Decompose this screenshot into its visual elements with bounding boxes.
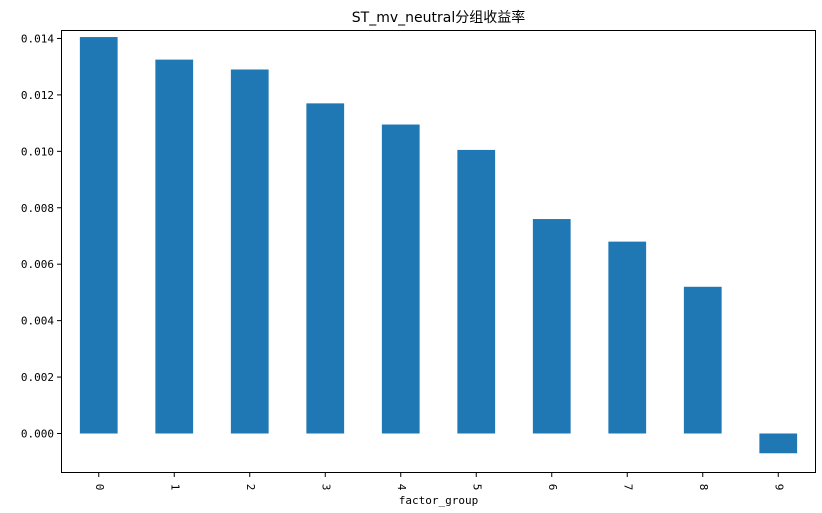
y-tick-label: 0.006 [21, 258, 54, 271]
bars-group [79, 37, 798, 454]
y-tick-label: 0.002 [21, 371, 54, 384]
y-tick-label: 0.014 [21, 32, 54, 45]
x-tick-label: 4 [395, 484, 408, 491]
bar-9 [759, 433, 798, 454]
bar-4 [381, 124, 420, 434]
x-axis-label: factor_group [399, 494, 478, 507]
bar-0 [79, 37, 118, 434]
x-tick-label: 7 [621, 484, 634, 491]
chart-title: ST_mv_neutral分组收益率 [352, 9, 525, 26]
x-tick-label: 3 [319, 484, 332, 491]
y-tick-label: 0.000 [21, 427, 54, 440]
x-tick-label: 6 [546, 484, 559, 491]
bar-1 [155, 59, 194, 434]
x-tick-label: 2 [244, 484, 257, 491]
x-tick-label: 5 [470, 484, 483, 491]
bar-7 [608, 241, 647, 434]
y-tick-label: 0.012 [21, 89, 54, 102]
y-tick-label: 0.008 [21, 202, 54, 215]
x-tick-label: 8 [697, 484, 710, 491]
plot-frame [61, 30, 816, 473]
bar-5 [457, 149, 496, 434]
x-tick-label: 0 [93, 484, 106, 491]
bar-3 [306, 103, 345, 434]
y-axis: 0.000 0.002 0.004 0.006 0.008 0.010 0.012 0.014 [21, 32, 61, 440]
x-tick-label: 1 [168, 484, 181, 491]
y-tick-label: 0.004 [21, 315, 54, 328]
bar-6 [532, 219, 571, 434]
y-tick-label: 0.010 [21, 145, 54, 158]
x-axis: 0 1 2 3 4 5 6 7 8 9 [93, 473, 785, 491]
x-tick-label: 9 [772, 484, 785, 491]
bar-8 [683, 286, 722, 434]
bar-2 [230, 69, 269, 434]
